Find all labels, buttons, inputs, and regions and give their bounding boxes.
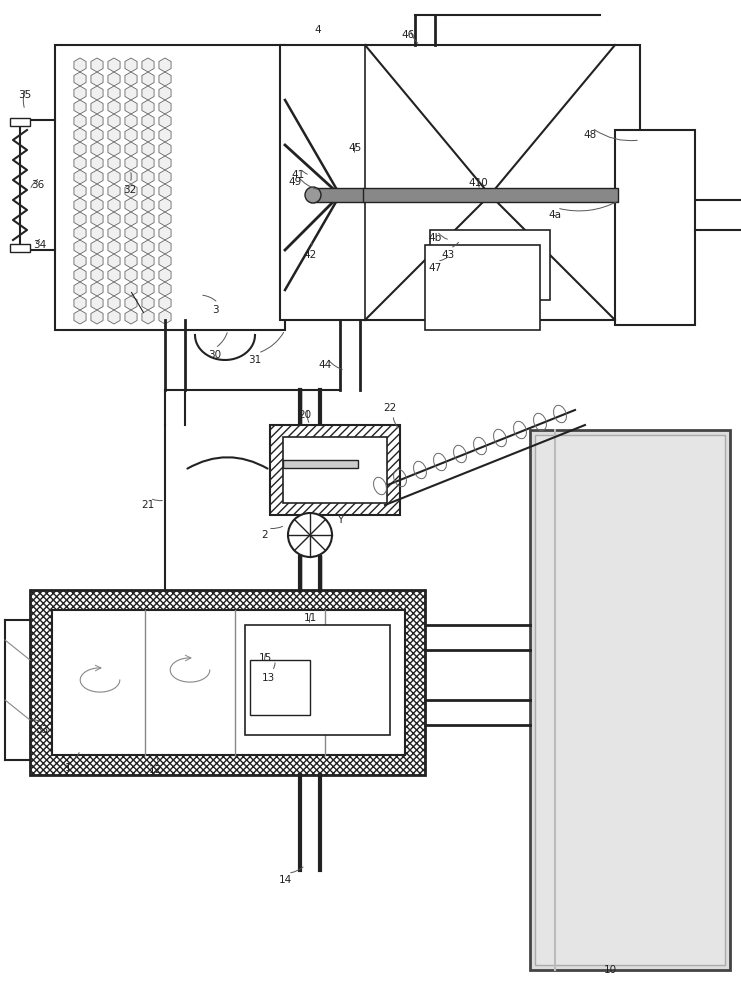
Text: 34: 34 xyxy=(33,240,47,250)
Bar xyxy=(52,610,405,755)
Text: 4b: 4b xyxy=(428,233,442,243)
Text: 35: 35 xyxy=(19,90,32,100)
Text: 410: 410 xyxy=(468,178,488,188)
Text: 45: 45 xyxy=(348,143,362,153)
Text: 48: 48 xyxy=(583,130,597,140)
Text: 31: 31 xyxy=(248,355,262,365)
Text: 30: 30 xyxy=(208,350,222,360)
Text: 42: 42 xyxy=(303,250,316,260)
Circle shape xyxy=(288,513,332,557)
Bar xyxy=(55,45,285,330)
Text: 4: 4 xyxy=(315,25,322,35)
Bar xyxy=(283,460,358,468)
Bar xyxy=(280,45,640,320)
Text: 11: 11 xyxy=(303,613,316,623)
Bar xyxy=(10,118,30,126)
Bar xyxy=(615,130,695,325)
Bar xyxy=(363,188,618,202)
Bar xyxy=(270,425,400,515)
Text: 3: 3 xyxy=(212,305,219,315)
Text: 13: 13 xyxy=(262,673,275,683)
Text: 47: 47 xyxy=(428,263,442,273)
Text: 14: 14 xyxy=(279,875,292,885)
Text: 36: 36 xyxy=(31,180,44,190)
Bar xyxy=(430,230,550,300)
Text: 21: 21 xyxy=(142,500,155,510)
Text: Y: Y xyxy=(337,515,343,525)
Text: 20: 20 xyxy=(299,410,311,420)
Text: 32: 32 xyxy=(123,185,136,195)
Text: 4a: 4a xyxy=(548,210,562,220)
Text: 2: 2 xyxy=(262,530,268,540)
Bar xyxy=(283,437,387,503)
Text: 10: 10 xyxy=(603,965,617,975)
Bar xyxy=(310,188,365,202)
Text: 1: 1 xyxy=(64,763,71,773)
Bar xyxy=(250,660,310,715)
Bar xyxy=(535,435,725,965)
Bar xyxy=(30,590,425,775)
Text: 49: 49 xyxy=(288,177,302,187)
Text: 15: 15 xyxy=(259,653,272,663)
Text: 44: 44 xyxy=(319,360,332,370)
Bar xyxy=(425,245,540,330)
Bar xyxy=(530,430,730,970)
Text: 22: 22 xyxy=(383,403,396,413)
Text: 33: 33 xyxy=(36,725,49,735)
Bar xyxy=(245,625,390,735)
Text: 43: 43 xyxy=(442,250,455,260)
Text: 46: 46 xyxy=(402,30,415,40)
Text: 12: 12 xyxy=(148,765,162,775)
Text: 41: 41 xyxy=(291,170,305,180)
Circle shape xyxy=(305,187,321,203)
Bar xyxy=(10,244,30,252)
